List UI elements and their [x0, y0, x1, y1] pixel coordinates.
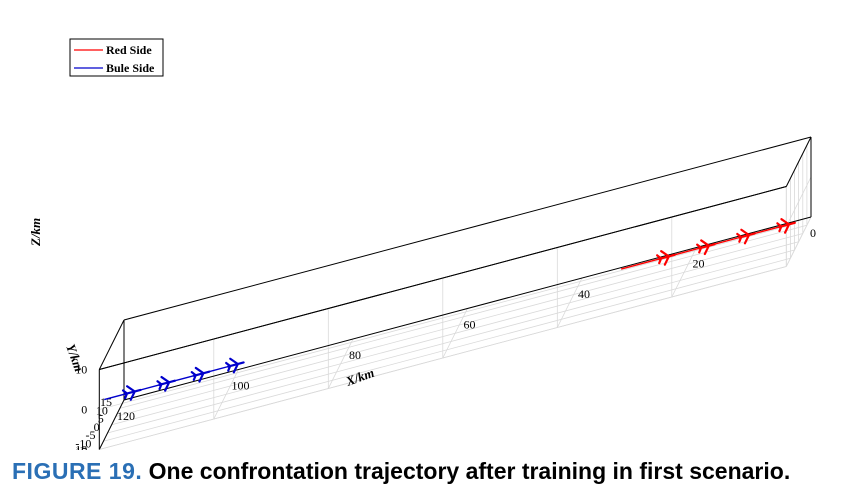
series-layer [104, 218, 796, 401]
aircraft-marker [121, 385, 142, 401]
x-tick-label: 80 [349, 348, 361, 362]
axis-labels: X/km Y/km Z/km [28, 218, 376, 389]
z-tick-label: -10 [71, 443, 87, 451]
aircraft-shape [696, 239, 716, 256]
caption-text: One confrontation trajectory after train… [148, 458, 791, 484]
aircraft-shape [121, 385, 142, 401]
aircraft-marker [156, 375, 177, 392]
legend-label-red: Red Side [106, 43, 152, 57]
aircraft-marker [776, 218, 796, 234]
z-tick-label: 10 [75, 363, 87, 377]
aircraft-marker [190, 366, 211, 383]
grid-side-z [785, 176, 812, 227]
grid-floor-y [111, 241, 799, 426]
x-tick-label: 60 [464, 318, 476, 332]
x-tick-label: 20 [693, 257, 705, 271]
aircraft-shape [656, 250, 676, 266]
grid-floor-y [103, 257, 791, 442]
x-tick-label: 100 [232, 379, 250, 393]
figure-caption: FIGURE 19. One confrontation trajectory … [12, 458, 847, 485]
grid-back-z [99, 266, 787, 450]
grid-floor-y [119, 224, 808, 409]
y-tick-label: 15 [100, 395, 112, 409]
aircraft-shape [190, 366, 211, 383]
box-edge [98, 319, 125, 370]
x-tick-label: 0 [810, 226, 816, 240]
aircraft-shape [156, 375, 177, 392]
grid-floor-y [107, 249, 795, 434]
y-axis-label: Y/km [63, 342, 87, 374]
axis-y-line [98, 399, 125, 450]
z-axis-label: Z/km [28, 218, 43, 247]
grid-floor-y [115, 233, 803, 417]
aircraft-shape [736, 228, 756, 245]
y-tick-label: -10 [75, 436, 91, 450]
box-edge [123, 136, 812, 321]
y-tick-label: 10 [96, 403, 108, 417]
legend-label-blue: Bule Side [106, 61, 155, 75]
y-tick-label: 5 [98, 412, 104, 426]
y-tick-label: -15 [71, 445, 87, 451]
aircraft-marker [225, 357, 245, 374]
y-tick-label: 0 [94, 420, 100, 434]
box-edge [785, 136, 812, 187]
x-tick-label: 40 [578, 287, 590, 301]
aircraft-shape [225, 357, 245, 374]
grid [98, 136, 812, 450]
figure-number: FIGURE 19. [12, 458, 143, 484]
aircraft-marker [656, 250, 676, 266]
aircraft-marker [696, 239, 716, 256]
legend: Red Side Bule Side [69, 38, 164, 77]
grid-back-z [99, 226, 787, 410]
box-edge [99, 186, 787, 370]
legend-box [69, 38, 164, 77]
z-tick-label: 0 [81, 403, 87, 417]
aircraft-marker [736, 228, 756, 245]
axis-x-line [123, 216, 812, 401]
grid-side-z [785, 216, 812, 267]
y-tick-label: -5 [86, 428, 96, 442]
aircraft-shape [776, 218, 796, 234]
axes-box [98, 136, 812, 450]
x-axis-label: X/km [343, 365, 376, 389]
x-tick-label: 120 [117, 409, 135, 423]
